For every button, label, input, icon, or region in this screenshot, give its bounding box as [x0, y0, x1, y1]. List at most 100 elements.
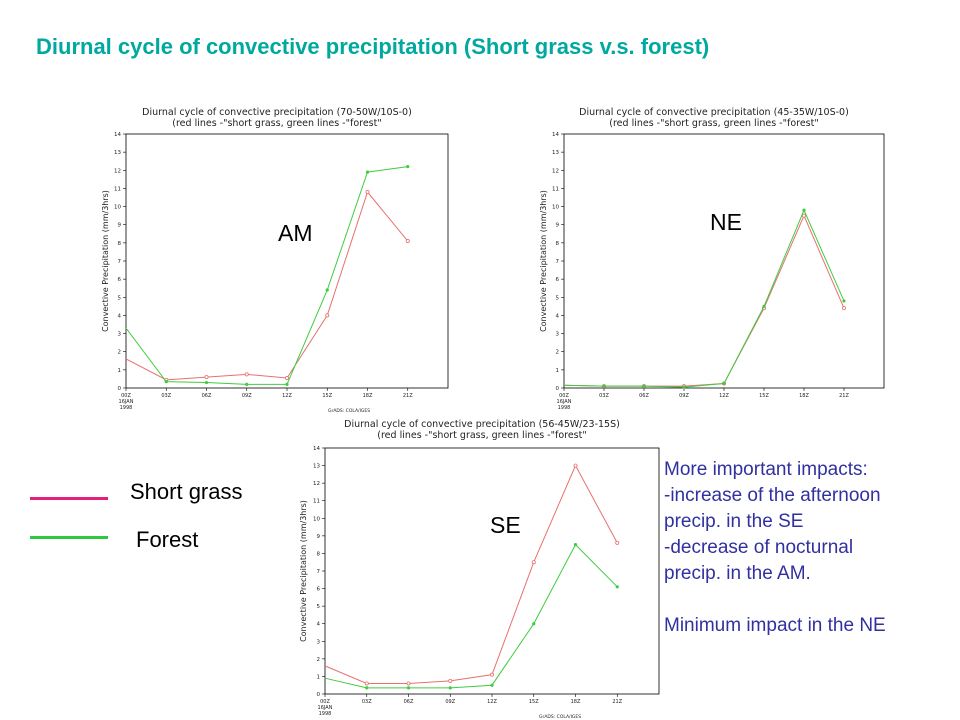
y-tick-label: 12 [114, 168, 121, 174]
y-tick-label: 1 [317, 674, 321, 680]
data-point-short-grass [841, 306, 846, 311]
legend-label-forest: Forest [136, 527, 199, 552]
impacts-line: -increase of the afternoon [664, 485, 881, 506]
x-tick-label: 15Z [529, 699, 539, 705]
impacts-line: precip. in the SE [664, 511, 804, 532]
x-tick-label: 06Z [202, 393, 212, 399]
y-tick-label: 6 [556, 277, 560, 283]
x-tick-label: 00Z [559, 393, 569, 399]
data-point-forest [164, 380, 168, 384]
series-line-forest [125, 166, 408, 385]
x-tick-label: 1998 [120, 405, 133, 411]
chart-ne: Diurnal cycle of convective precipitatio… [536, 102, 888, 414]
data-point-forest [615, 585, 619, 589]
y-axis-label: Convective Precipitation (mm/3hrs) [299, 500, 308, 642]
x-tick-label: 21Z [403, 393, 413, 399]
y-tick-label: 4 [317, 622, 321, 628]
y-tick-label: 3 [317, 639, 321, 645]
y-tick-label: 9 [118, 223, 122, 229]
legend-swatch-forest [30, 536, 108, 539]
impacts-line: More important impacts: [664, 459, 868, 480]
x-tick-label: 09Z [445, 699, 455, 705]
y-tick-label: 0 [118, 386, 122, 392]
data-point-forest [602, 384, 606, 388]
y-tick-label: 13 [313, 464, 320, 470]
data-point-short-grass [801, 213, 806, 218]
x-tick-label: 1998 [558, 405, 571, 411]
data-point-forest [245, 382, 249, 386]
slide-title: Diurnal cycle of convective precipitatio… [36, 34, 710, 59]
data-point-forest [490, 683, 494, 687]
chart-se-svg: Diurnal cycle of convective precipitatio… [299, 419, 660, 720]
y-tick-label: 8 [556, 241, 560, 247]
y-tick-label: 0 [556, 386, 560, 392]
x-tick-label: 09Z [679, 393, 689, 399]
data-point-short-grass [489, 672, 494, 677]
y-tick-label: 5 [118, 295, 122, 301]
plot-frame [324, 447, 660, 695]
data-point-forest [285, 382, 289, 386]
data-point-short-grass [405, 239, 410, 244]
region-label-ne: NE [710, 209, 742, 235]
y-tick-label: 7 [556, 259, 560, 265]
series-line-forest [563, 208, 845, 388]
x-tick-label: 00Z [121, 393, 131, 399]
y-tick-label: 8 [317, 551, 321, 557]
data-point-forest [365, 170, 370, 174]
plot-frame [563, 133, 885, 389]
y-tick-label: 1 [118, 368, 122, 374]
plot-frame [125, 133, 449, 389]
series-line-forest [324, 543, 618, 689]
x-tick-label: 15Z [759, 393, 769, 399]
y-axis-label: Convective Precipitation (mm/3hrs) [101, 190, 110, 332]
y-tick-label: 14 [552, 132, 559, 138]
y-tick-label: 6 [317, 587, 321, 593]
data-point-forest [406, 165, 410, 169]
chart-subtitle: (red lines -"short grass, green lines -"… [172, 118, 381, 129]
data-point-forest [842, 299, 846, 303]
chart-subtitle: (red lines -"short grass, green lines -"… [609, 118, 818, 129]
x-tick-label: 12Z [487, 699, 497, 705]
y-axis-label: Convective Precipitation (mm/3hrs) [539, 190, 548, 332]
impacts-line: precip. in the AM. [664, 563, 811, 584]
y-tick-label: 4 [556, 313, 560, 319]
x-tick-label: 15Z [322, 393, 332, 399]
chart-se: Diurnal cycle of convective precipitatio… [296, 414, 660, 720]
x-tick-label: 06Z [639, 393, 649, 399]
chart-title: Diurnal cycle of convective precipitatio… [142, 107, 412, 118]
series-line-short-grass [563, 214, 845, 387]
data-point-forest [325, 288, 329, 292]
data-point-forest [573, 543, 578, 547]
data-point-short-grass [284, 376, 289, 381]
y-tick-label: 13 [114, 150, 121, 156]
chart-subtitle: (red lines -"short grass, green lines -"… [377, 430, 586, 441]
y-tick-label: 11 [114, 186, 121, 192]
x-tick-label: 1998 [319, 711, 332, 717]
x-tick-label: 12Z [282, 393, 292, 399]
x-tick-label: 21Z [839, 393, 849, 399]
x-tick-label: 18Z [363, 393, 373, 399]
legend-label-short-grass: Short grass [130, 479, 243, 504]
y-tick-label: 10 [313, 516, 320, 522]
chart-am: Diurnal cycle of convective precipitatio… [98, 102, 450, 414]
impacts-note: More important impacts: -increase of the… [664, 457, 954, 639]
y-tick-label: 1 [556, 368, 560, 374]
data-point-forest [406, 686, 411, 690]
chart-ne-svg: Diurnal cycle of convective precipitatio… [539, 107, 885, 411]
y-tick-label: 11 [552, 186, 559, 192]
x-tick-label: 09Z [242, 393, 252, 399]
impacts-line: -decrease of nocturnal [664, 537, 854, 558]
data-point-short-grass [615, 540, 620, 545]
y-tick-label: 10 [552, 205, 559, 211]
chart-am-svg: Diurnal cycle of convective precipitatio… [101, 107, 449, 414]
data-point-short-grass [325, 313, 330, 318]
x-tick-label: 03Z [599, 393, 609, 399]
region-label-am: AM [278, 220, 313, 246]
y-tick-label: 10 [114, 205, 121, 211]
y-tick-label: 5 [317, 604, 321, 610]
data-point-short-grass [406, 681, 411, 686]
chart-title: Diurnal cycle of convective precipitatio… [344, 419, 620, 430]
x-tick-label: 03Z [362, 699, 372, 705]
y-tick-label: 3 [556, 332, 560, 338]
x-tick-label: 16JAN [119, 399, 134, 405]
